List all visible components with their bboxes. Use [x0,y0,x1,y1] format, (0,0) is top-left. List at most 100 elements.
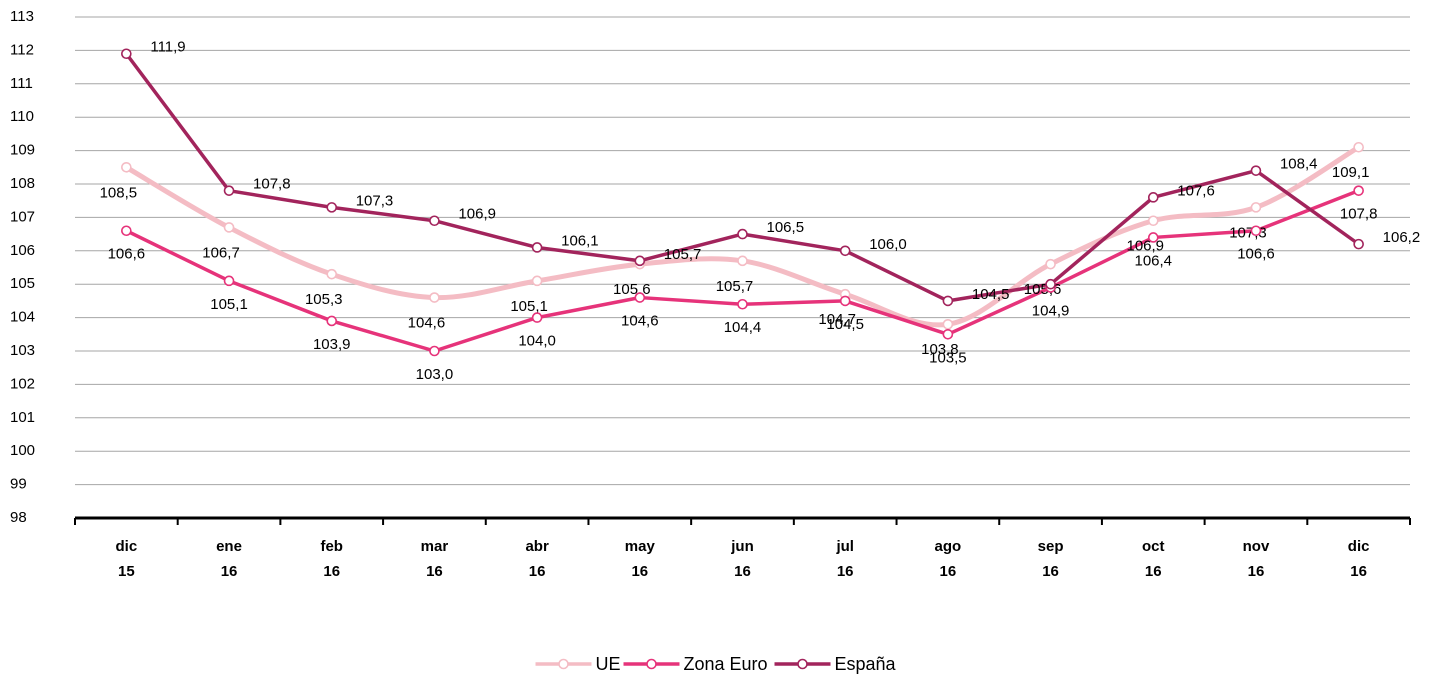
data-label: 104,6 [621,313,659,330]
data-point [1147,192,1159,203]
y-tick-label: 99 [10,476,27,493]
data-label: 107,8 [1340,206,1378,223]
x-tick-label: 16 [940,563,957,580]
data-label: 108,5 [100,184,138,201]
y-tick-label: 104 [10,309,35,326]
data-point [737,255,748,267]
data-point [429,292,440,303]
data-label: 104,9 [1032,303,1070,320]
x-tick-label: abr [525,538,549,555]
data-label: 104,6 [408,315,446,332]
data-point [223,222,235,233]
data-point [737,298,748,310]
data-point [326,315,338,327]
y-tick-label: 98 [10,509,27,526]
data-label: 107,3 [1229,224,1267,241]
y-tick-label: 102 [10,375,35,392]
x-tick-label: sep [1038,538,1064,555]
data-point [942,318,954,330]
data-point [223,275,235,287]
data-point [223,185,235,196]
data-label: 106,9 [458,206,496,223]
data-point [1250,202,1262,213]
y-tick-label: 110 [10,108,34,125]
data-label: 106,7 [202,244,240,261]
data-label: 105,3 [305,291,343,308]
data-label: 107,6 [1177,182,1215,199]
x-tick-label: 16 [323,563,340,580]
x-tick-label: 16 [529,563,546,580]
data-point [429,345,440,357]
x-tick-label: oct [1142,538,1165,555]
data-label: 111,9 [150,39,185,56]
y-tick-label: 105 [10,275,35,292]
data-label: 106,5 [767,219,805,236]
data-point [429,215,440,227]
x-tick-label: 16 [1145,563,1162,580]
data-label: 107,8 [253,176,291,193]
legend-marker [558,658,569,670]
data-point [1045,258,1056,270]
data-label: 105,1 [510,298,548,315]
data-label: 103,8 [921,341,959,358]
legend-label: UE [596,654,621,674]
x-tick-label: 16 [221,563,238,580]
x-tick-label: ene [216,538,242,555]
data-point [1250,225,1262,237]
data-label: 109,1 [1332,164,1370,181]
data-label: 104,7 [818,311,856,328]
x-tick-label: 16 [1350,563,1367,580]
x-tick-label: dic [116,538,138,555]
data-point [1045,278,1056,290]
data-point [121,225,132,237]
data-point [1250,165,1262,176]
x-tick-label: 16 [631,563,648,580]
data-label: 106,4 [1134,252,1172,269]
y-tick-label: 107 [10,208,35,225]
data-point [839,295,851,307]
data-point [942,328,954,340]
y-tick-label: 113 [10,8,34,25]
x-tick-label: jun [730,538,754,555]
legend-marker [646,658,657,670]
data-label: 103,9 [313,336,351,353]
x-tick-label: 16 [1042,563,1059,580]
data-point [1353,141,1364,153]
legend-label: Zona Euro [684,654,768,674]
data-point [1353,185,1364,196]
legend-marker [797,658,808,670]
data-point [634,255,646,267]
x-tick-label: 16 [1248,563,1265,580]
data-point [121,48,132,60]
data-point [326,202,338,213]
y-tick-label: 101 [10,409,35,426]
data-label: 105,1 [210,296,248,313]
x-tick-label: feb [320,538,343,555]
data-point [531,312,543,323]
data-label: 104,5 [972,286,1010,303]
data-label: 106,6 [1237,246,1275,263]
data-point [326,268,338,280]
x-tick-label: 16 [734,563,751,580]
data-label: 103,5 [929,349,967,366]
data-label: 106,0 [869,236,907,253]
data-point [531,275,543,287]
x-tick-label: 15 [118,563,135,580]
data-label: 106,6 [108,246,146,263]
y-tick-label: 108 [10,175,35,192]
y-tick-label: 112 [10,41,34,58]
legend-label: España [835,654,897,674]
x-tick-label: nov [1243,538,1270,555]
data-label: 107,3 [356,192,394,209]
y-tick-label: 106 [10,242,35,259]
x-tick-label: 16 [837,563,854,580]
data-label: 105,7 [664,246,702,263]
data-point [634,292,646,303]
data-point [1147,215,1159,227]
y-tick-label: 111 [10,75,33,92]
data-point [531,242,543,253]
x-tick-label: ago [935,538,962,555]
data-label: 104,0 [518,333,556,350]
